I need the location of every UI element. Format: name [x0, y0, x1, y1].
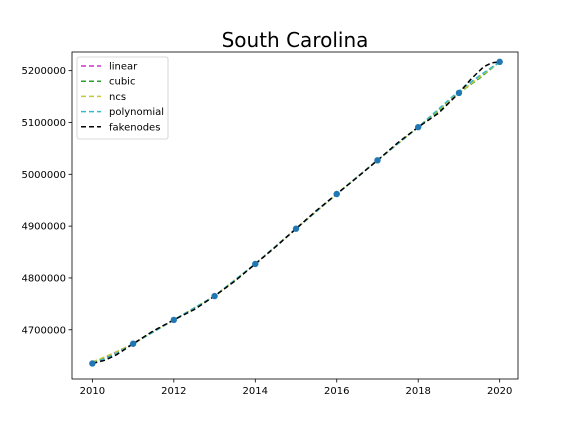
legend-label-fakenodes: fakenodes	[109, 122, 160, 133]
x-tick-label: 2012	[161, 386, 186, 397]
y-tick-label: 5000000	[21, 170, 66, 181]
data-point	[211, 292, 218, 300]
y-tick-label: 5200000	[21, 66, 66, 77]
x-tick-label: 2018	[405, 386, 430, 397]
legend-label-linear: linear	[109, 62, 138, 73]
data-point	[333, 190, 340, 198]
plot-area: 2010 2012 2014 2016 2018 2020 4700000 4800000 49…	[21, 51, 519, 397]
legend-label-ncs: ncs	[109, 92, 126, 103]
data-point	[455, 89, 463, 97]
data-point	[89, 360, 96, 367]
series-line-fakenodes	[92, 61, 500, 365]
x-tick-label: 2016	[324, 386, 349, 397]
y-tick-label: 4900000	[21, 222, 66, 233]
legend-label-polynomial: polynomial	[109, 107, 164, 118]
data-point	[292, 225, 300, 232]
data-point	[374, 157, 381, 164]
axes-frame	[71, 51, 519, 380]
legend-label-cubic: cubic	[109, 77, 135, 88]
x-tick-label: 2020	[487, 386, 512, 397]
chart-title: South Carolina	[222, 28, 369, 52]
data-point	[496, 58, 503, 66]
data-point	[252, 260, 259, 268]
y-tick-label: 5100000	[21, 118, 66, 129]
legend-box	[76, 56, 169, 140]
x-tick-label: 2010	[80, 386, 105, 397]
data-point	[129, 340, 137, 347]
data-point	[415, 123, 422, 131]
y-tick-label: 4700000	[21, 325, 66, 336]
x-tick-label: 2014	[243, 386, 268, 397]
data-point	[170, 316, 178, 324]
y-tick-label: 4800000	[21, 273, 66, 284]
